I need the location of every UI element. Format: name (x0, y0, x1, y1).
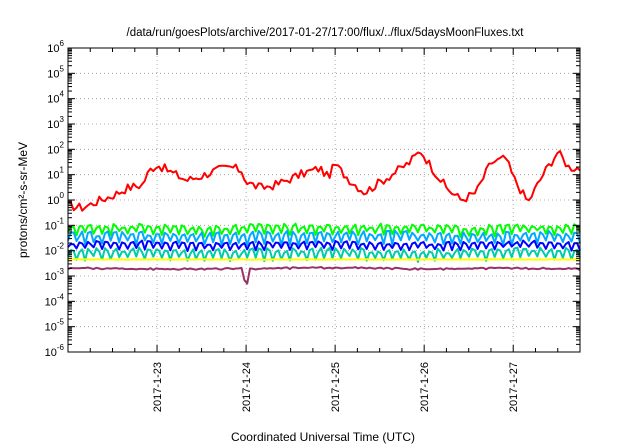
y-tick-base: 10 (47, 94, 59, 106)
y-tick-label: 105 (47, 64, 64, 80)
y-tick-exponent: -6 (57, 343, 65, 352)
y-tick-label: 10-3 (45, 267, 65, 283)
grid (68, 48, 580, 352)
x-tick-label: 2017-1-25 (330, 362, 342, 412)
y-tick-exponent: 4 (60, 90, 65, 99)
y-tick-label: 106 (47, 39, 64, 55)
chart-title: /data/run/goesPlots/archive/2017-01-27/1… (127, 27, 525, 39)
series-line (67, 239, 581, 252)
y-tick-base: 10 (47, 68, 59, 80)
y-tick-base: 10 (45, 271, 57, 283)
y-axis: 10-610-510-410-310-210-11001011021031041… (45, 39, 580, 359)
series-line (67, 246, 581, 263)
x-tick-label: 2017-1-27 (508, 362, 520, 412)
series-layer (67, 150, 581, 285)
y-tick-base: 10 (47, 43, 59, 55)
y-tick-base: 10 (47, 195, 59, 207)
y-tick-exponent: 0 (60, 191, 65, 200)
y-tick-exponent: 2 (60, 140, 65, 149)
x-tick-label: 2017-1-26 (419, 362, 431, 412)
y-tick-label: 10-6 (45, 343, 65, 359)
y-tick-label: 100 (47, 191, 64, 207)
y-tick-base: 10 (47, 119, 59, 131)
y-tick-base: 10 (45, 220, 57, 232)
y-tick-base: 10 (45, 347, 57, 359)
series-line (67, 222, 581, 238)
y-tick-exponent: -5 (57, 318, 65, 327)
y-tick-exponent: -3 (57, 267, 65, 276)
series-line (68, 258, 581, 261)
y-tick-base: 10 (45, 296, 57, 308)
y-tick-label: 103 (47, 115, 64, 131)
y-tick-label: 104 (47, 90, 64, 106)
y-axis-label: protons/cm²-s-sr-MeV (16, 142, 30, 258)
x-tick-label: 2017-1-23 (152, 362, 164, 412)
y-tick-label: 10-4 (45, 292, 65, 308)
y-tick-label: 102 (47, 140, 64, 156)
x-axis-label: Coordinated Universal Time (UTC) (231, 430, 415, 444)
y-tick-label: 10-2 (45, 242, 65, 258)
y-tick-label: 10-5 (45, 318, 65, 334)
x-axis: 2017-1-23 2017-1-24 2017-1-25 2017-1-26 2017… (89, 48, 559, 412)
x-tick-label: 2017-1-24 (241, 362, 253, 412)
y-tick-label: 101 (47, 166, 64, 182)
y-tick-exponent: -2 (57, 242, 65, 251)
y-tick-base: 10 (47, 144, 59, 156)
y-tick-base: 10 (45, 246, 57, 258)
y-tick-label: 10-1 (45, 216, 65, 232)
y-tick-base: 10 (47, 170, 59, 182)
y-tick-exponent: 6 (60, 39, 65, 48)
y-tick-exponent: -1 (57, 216, 65, 225)
series-line (67, 266, 581, 285)
y-tick-exponent: 5 (60, 64, 65, 73)
y-tick-exponent: 3 (60, 115, 65, 124)
series-line (67, 150, 581, 212)
y-tick-exponent: -4 (57, 292, 65, 301)
y-tick-base: 10 (45, 322, 57, 334)
series-line (67, 229, 581, 247)
y-tick-exponent: 1 (60, 166, 65, 175)
